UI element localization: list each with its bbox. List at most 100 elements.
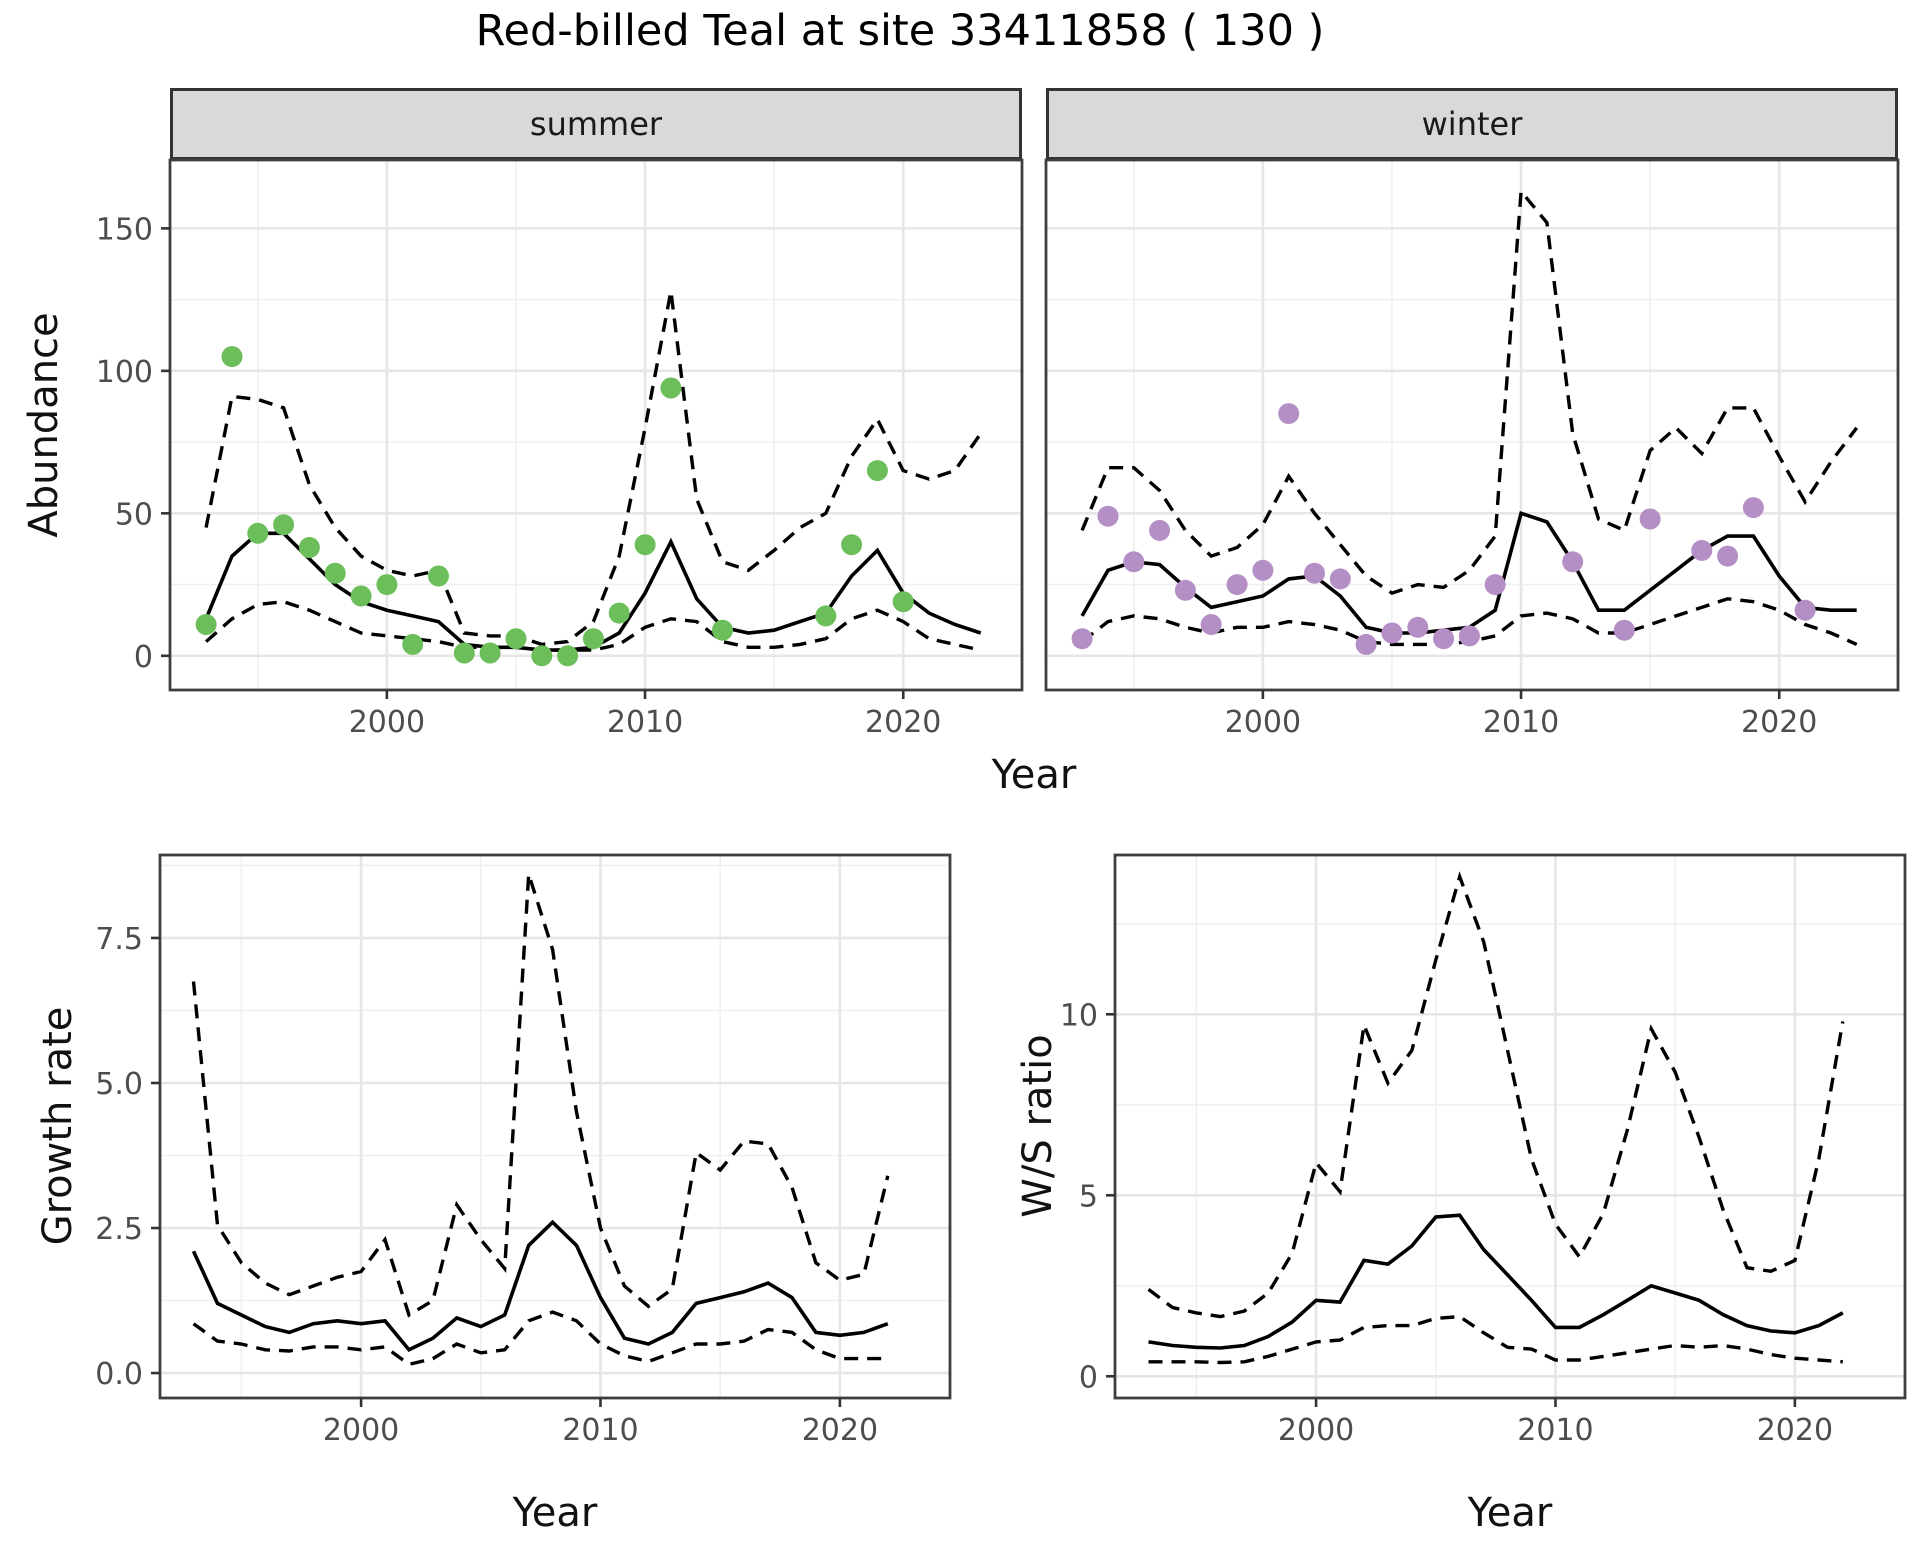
facet-strip-summer-label: summer: [529, 105, 663, 143]
observation-point: [1174, 579, 1196, 601]
gridlines: [1115, 855, 1905, 1398]
observation-point: [892, 591, 914, 613]
observation-point: [1252, 559, 1274, 581]
panel-background: [1046, 160, 1898, 690]
axis-ticks-and-labels: 2000 2010 2020: [1225, 690, 1817, 740]
observation-point: [712, 619, 733, 641]
panel-background: [160, 855, 950, 1398]
observation-point: [1097, 505, 1119, 527]
y-axis-title-abundance: Abundance: [21, 312, 67, 538]
observation-point: [1691, 539, 1713, 561]
x-tick-label: 2020: [1757, 1413, 1833, 1448]
gridlines: [160, 855, 950, 1398]
facet-strip-winter: winter: [1046, 88, 1898, 160]
observation-point: [1329, 568, 1351, 590]
axis-ticks-and-labels: 2000 2010 2020 0.0 2.5 5.0 7.5: [95, 922, 878, 1448]
observation-point: [608, 602, 630, 624]
panel-ws-ratio: 2000 2010 2020 0 5 10: [1060, 853, 1907, 1448]
observation-point: [660, 377, 682, 399]
gridlines: [170, 160, 1022, 690]
observation-point: [815, 605, 837, 627]
panel-border: [1044, 158, 1900, 692]
panel-border: [158, 853, 952, 1400]
y-tick-label: 100: [96, 355, 153, 390]
x-tick-label: 2020: [865, 705, 941, 740]
y-axis-title-growth-rate: Growth rate: [35, 1006, 81, 1246]
lower-ci-line: [192, 1310, 888, 1367]
x-axis-title-bottom-left: Year: [512, 1490, 598, 1536]
observation-point: [221, 346, 243, 368]
observation-point: [1717, 545, 1739, 567]
upper-ci-line: [1080, 186, 1859, 595]
lower-ci-line: [204, 599, 982, 652]
observation-point: [376, 574, 398, 596]
observation-point: [1304, 562, 1325, 584]
y-tick-label: 10: [1060, 998, 1098, 1033]
axis-ticks-and-labels: 2000 2010 2020 0 5 10: [1060, 998, 1833, 1448]
x-tick-label: 2000: [1278, 1413, 1354, 1448]
panel-border: [1113, 853, 1907, 1400]
y-tick-label: 5: [1079, 1179, 1098, 1214]
observation-point: [1226, 574, 1248, 596]
facet-strip-winter-label: winter: [1421, 105, 1523, 143]
y-tick-label: 50: [115, 497, 153, 532]
observation-point: [1562, 551, 1584, 573]
observation-point: [1458, 625, 1480, 647]
panel-growth-rate: 2000 2010 2020 0.0 2.5 5.0 7.5: [95, 853, 952, 1448]
lower-ci-line: [1148, 1314, 1843, 1365]
observation-point: [1149, 519, 1171, 541]
observation-point: [582, 628, 604, 650]
observation-point: [841, 534, 863, 556]
observation-point: [195, 614, 217, 635]
observation-point: [557, 645, 579, 667]
observation-point: [1278, 403, 1300, 425]
observation-point: [273, 514, 295, 536]
observation-point: [402, 633, 424, 655]
observation-point: [1123, 551, 1145, 573]
x-tick-label: 2000: [323, 1413, 399, 1448]
observation-point: [531, 645, 553, 667]
observation-points: [1071, 403, 1816, 655]
upper-ci-line: [191, 873, 890, 1318]
observation-point: [1071, 628, 1093, 650]
observation-point: [1613, 619, 1635, 641]
y-tick-label: 150: [96, 212, 153, 247]
observation-point: [1639, 508, 1661, 530]
observation-point: [1794, 599, 1816, 621]
y-tick-label: 0.0: [95, 1357, 143, 1392]
observation-point: [1200, 614, 1222, 635]
y-tick-label: 7.5: [95, 922, 143, 957]
observation-point: [634, 534, 656, 556]
observation-point: [1484, 574, 1506, 596]
observation-point: [479, 642, 501, 664]
x-tick-label: 2010: [1483, 705, 1559, 740]
observation-point: [1407, 616, 1429, 638]
observation-point: [350, 585, 372, 607]
panel-abundance-summer: 2000 2010 2020 0 50 100 150: [96, 158, 1024, 740]
panel-abundance-winter: 2000 2010 2020: [1044, 158, 1900, 740]
observation-point: [1742, 497, 1764, 519]
observation-point: [866, 460, 888, 482]
observation-point: [298, 537, 320, 558]
x-tick-label: 2000: [349, 705, 425, 740]
observation-point: [324, 562, 346, 584]
observation-point: [505, 628, 527, 650]
facet-strip-summer: summer: [170, 88, 1022, 160]
x-tick-label: 2010: [1517, 1413, 1593, 1448]
panel-background: [1115, 855, 1905, 1398]
y-tick-label: 0: [1079, 1360, 1098, 1395]
observation-point: [1355, 633, 1377, 655]
observation-point: [453, 642, 475, 664]
upper-ci-line: [204, 290, 983, 647]
x-tick-label: 2000: [1225, 705, 1301, 740]
observation-point: [247, 522, 269, 544]
x-tick-label: 2010: [607, 705, 683, 740]
mean-line: [191, 1219, 889, 1353]
plot-title: Red-billed Teal at site 33411858 ( 130 ): [475, 6, 1325, 56]
x-tick-label: 2010: [562, 1413, 638, 1448]
upper-ci-line: [1147, 871, 1845, 1319]
x-tick-label: 2020: [1741, 705, 1817, 740]
observation-point: [1433, 628, 1455, 650]
observation-point: [1381, 622, 1403, 644]
